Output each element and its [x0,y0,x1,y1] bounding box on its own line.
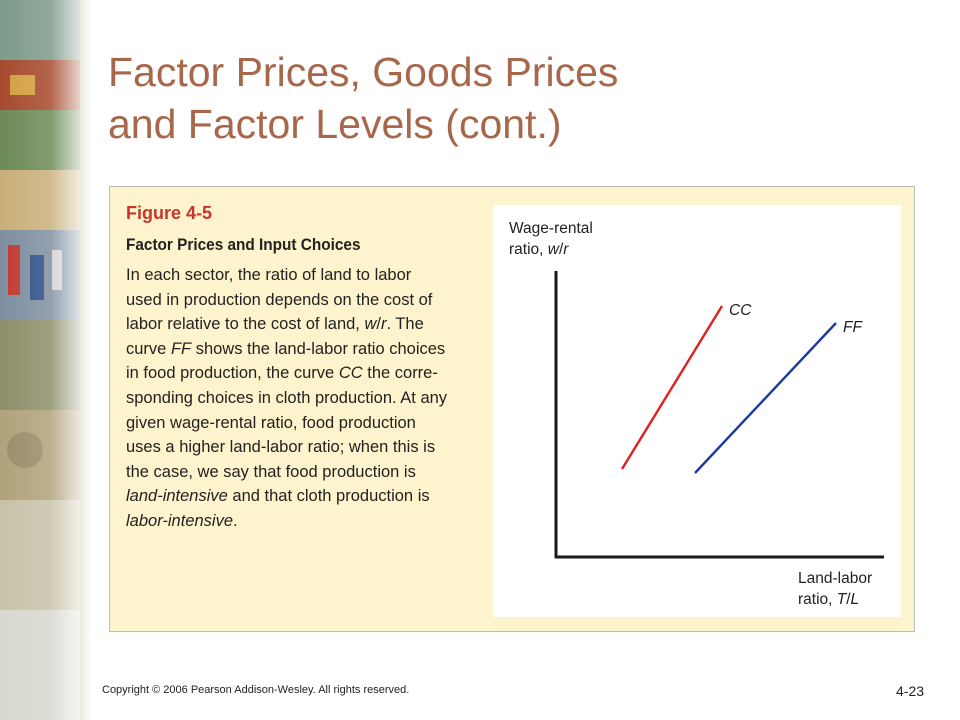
figure-heading: Factor Prices and Input Choices [126,236,361,254]
slide-title-line-2: and Factor Levels (cont.) [108,101,562,147]
caption-line: used in production depends on the cost o… [126,290,433,309]
x-axis-label-line-1: Land-labor [798,570,872,587]
caption-line: curve FF shows the land-labor ratio choi… [126,339,446,358]
caption-line: the case, we say that food production is [126,462,416,481]
slide-title: Factor Prices, Goods Prices and Factor L… [108,46,908,150]
curve-cc-label: CC [729,302,752,319]
caption-line: given wage-rental ratio, food production [126,413,416,432]
slide-title-line-1: Factor Prices, Goods Prices [108,49,619,95]
y-axis-label-line-1: Wage-rental [509,220,593,237]
figure-label: Figure 4-5 [126,203,213,223]
y-axis-label-line-2: ratio, w/r [509,241,569,258]
caption-line: land-intensive and that cloth production… [126,487,430,506]
curve-ff-label: FF [843,319,863,336]
caption-line: sponding choices in cloth production. At… [126,388,448,407]
decorative-collage-strip [0,0,92,720]
caption-line: uses a higher land-labor ratio; when thi… [126,438,436,457]
copyright-notice: Copyright © 2006 Pearson Addison-Wesley.… [102,684,410,696]
factor-intensity-diagram: Wage-rental ratio, w/r CC FF Land-labor … [509,220,884,608]
diagram-panel: Wage-rental ratio, w/r CC FF Land-labor … [493,205,901,617]
caption-line: labor-intensive. [126,511,238,530]
figure-caption: In each sector, the ratio of land to lab… [126,263,471,534]
caption-line: labor relative to the cost of land, w/r.… [126,315,424,334]
x-axis-label-line-2: ratio, T/L [798,591,859,608]
slide-number: 4-23 [896,683,925,699]
caption-line: In each sector, the ratio of land to lab… [126,266,412,284]
curve-cc-line [620,305,724,470]
caption-line: in food production, the curve CC the cor… [126,364,438,383]
figure-panel: Figure 4-5 Factor Prices and Input Choic… [109,186,915,632]
curve-ff-line [694,322,837,474]
